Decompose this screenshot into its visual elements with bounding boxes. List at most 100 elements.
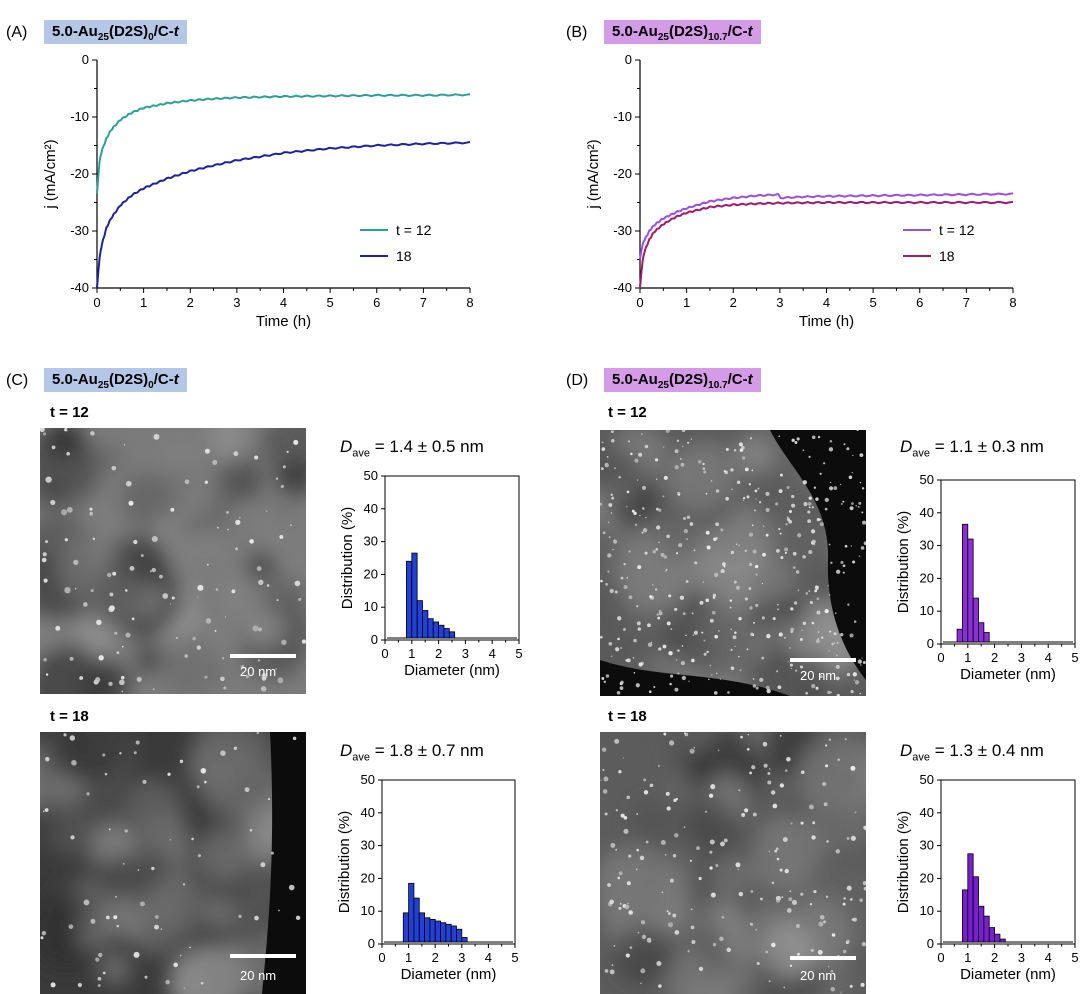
tem-particle <box>862 520 866 525</box>
tem-particle <box>846 672 851 677</box>
tem-particle <box>658 984 662 988</box>
tem-haze-blob <box>45 428 83 458</box>
tem-particle <box>815 639 820 644</box>
tem-particle <box>608 641 613 646</box>
tem-haze-blob <box>200 749 275 824</box>
x-tick-label: 4 <box>485 950 492 965</box>
tem-particle <box>796 952 800 956</box>
tem-particle <box>238 516 241 519</box>
tem-particle <box>149 570 152 573</box>
tem-particle <box>73 559 79 566</box>
tem-particle <box>780 473 783 477</box>
tem-particle <box>636 813 639 815</box>
tem-particle <box>802 480 808 485</box>
tem-particle <box>685 580 689 583</box>
tem-particle <box>690 438 693 440</box>
tem-particle <box>611 496 614 500</box>
tem-particle <box>797 533 802 538</box>
tem-particle <box>786 486 790 489</box>
tem-particle <box>159 574 163 579</box>
tem-particle <box>165 979 170 985</box>
scale-bar <box>230 954 296 958</box>
tem-particle <box>644 444 649 449</box>
tem-particle <box>605 674 610 678</box>
tem-particle <box>683 826 686 828</box>
tem-particle <box>835 664 840 669</box>
tem-particle <box>776 898 780 903</box>
tem-particle <box>602 531 606 535</box>
tem-particle <box>762 552 766 557</box>
tag-text: 5.0-Au <box>52 23 98 40</box>
tem-particle <box>768 980 771 983</box>
tem-particle <box>662 446 665 448</box>
tem-particle <box>726 947 732 953</box>
tem-particle <box>640 920 646 925</box>
tem-particle <box>784 551 788 554</box>
tem-particle <box>668 594 672 598</box>
tem-particle <box>827 966 830 968</box>
tem-particle <box>656 525 661 530</box>
x-tick-label: 0 <box>381 646 388 661</box>
tem-particle <box>108 681 113 687</box>
tem-particle <box>789 663 793 667</box>
tem-particle <box>617 876 621 880</box>
tem-particle <box>763 763 768 768</box>
tem-particle <box>784 547 789 552</box>
tag-sub: 25 <box>97 32 109 43</box>
y-tick-label: 50 <box>920 472 934 487</box>
tem-particle <box>668 650 673 656</box>
tem-particle <box>737 655 740 658</box>
y-tick-label: 40 <box>364 501 378 516</box>
tem-particle <box>154 915 159 919</box>
tem-particle <box>681 430 686 433</box>
tem-particle <box>720 528 724 532</box>
y-tick-label: 10 <box>364 599 378 614</box>
tem-haze-blob <box>120 777 184 841</box>
tem-particle <box>723 838 728 843</box>
tem-particle <box>142 779 147 784</box>
tem-particle <box>686 538 688 540</box>
tem-haze-blob <box>759 561 798 600</box>
tem-particle <box>767 780 772 785</box>
tem-particle <box>807 510 811 514</box>
tem-particle <box>787 661 789 663</box>
tem-particle <box>808 506 811 509</box>
tem-particle <box>665 854 667 856</box>
tem-particle <box>852 672 858 677</box>
tem-particle <box>135 740 140 745</box>
x-tick-label: 6 <box>373 295 380 310</box>
tem-particle <box>849 633 854 638</box>
tem-particle <box>74 587 77 590</box>
tem-particle <box>92 537 96 541</box>
tem-particle <box>42 552 47 557</box>
tem-particle <box>68 924 74 929</box>
tem-particle <box>828 543 831 546</box>
tem-particle <box>71 760 77 766</box>
series-line <box>639 192 1014 260</box>
tem-particle <box>618 906 622 910</box>
tag-text: /C- <box>727 23 748 40</box>
tem-particle <box>746 495 750 499</box>
tem-particle <box>649 595 653 599</box>
tem-particle <box>265 510 268 512</box>
tem-particle <box>656 613 659 616</box>
tem-particle <box>608 503 613 507</box>
y-tick-label: -20 <box>70 166 89 181</box>
tem-particle <box>799 638 803 641</box>
tem-particle <box>666 910 669 913</box>
tem-particle <box>662 644 667 649</box>
tag-italic: t <box>747 23 753 40</box>
tem-particle <box>602 789 608 794</box>
tem-particle <box>729 606 732 609</box>
tem-particle <box>125 589 128 592</box>
tem-particle <box>761 616 765 620</box>
tem-particle <box>618 770 622 774</box>
scale-bar-label: 20 nm <box>800 668 837 683</box>
tem-particle <box>779 868 783 872</box>
tem-particle <box>749 922 753 926</box>
tem-particle <box>668 912 671 915</box>
d-ave-sub: ave <box>352 447 371 460</box>
tag-text: /C- <box>153 23 174 40</box>
tem-particle <box>260 862 266 868</box>
tem-particle <box>802 621 807 625</box>
